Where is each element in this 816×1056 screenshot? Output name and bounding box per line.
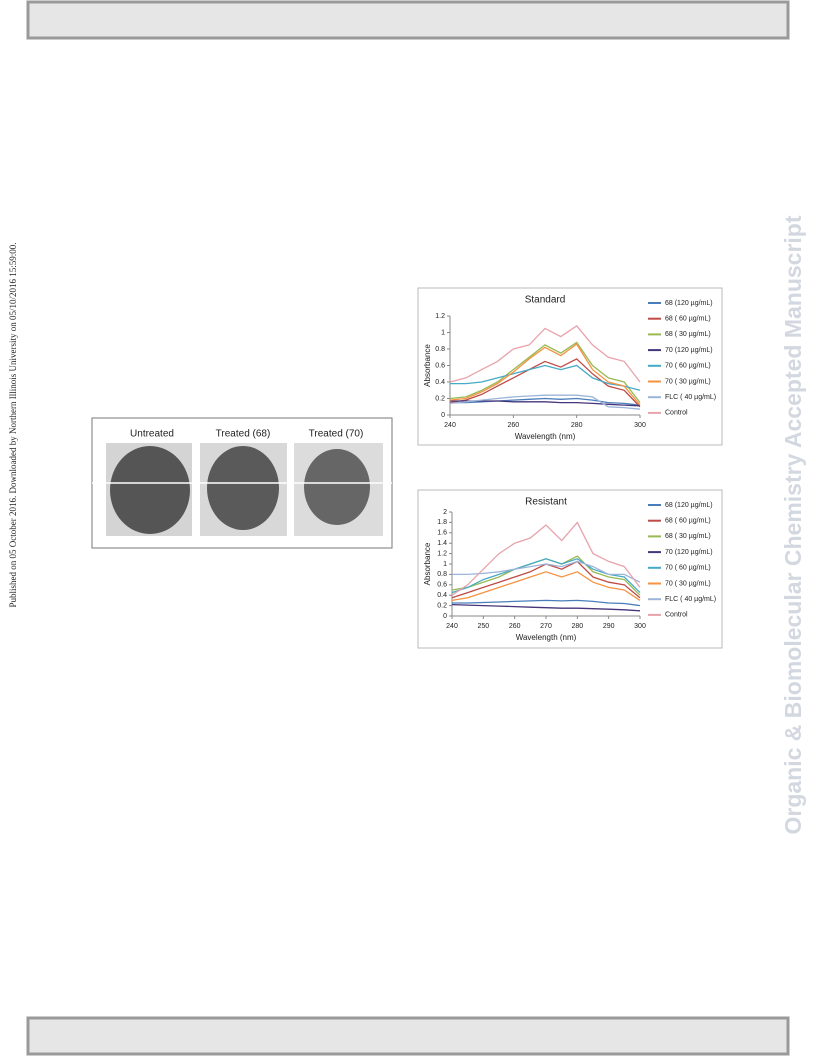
y-axis-label: Absorbance — [423, 542, 432, 585]
legend-label: 68 ( 60 µg/mL) — [665, 518, 711, 525]
data-line — [451, 603, 641, 612]
legend-label: Control — [665, 410, 688, 417]
legend-label: 70 (120 µg/mL) — [665, 549, 713, 556]
data-line — [451, 571, 641, 602]
x-tick-label: 240 — [444, 422, 456, 429]
y-tick-label: 0 — [443, 613, 447, 620]
legend-label: 68 (120 µg/mL) — [665, 300, 713, 307]
y-tick-label: 0.8 — [435, 346, 445, 353]
x-axis-label: Wavelength (nm) — [515, 432, 576, 441]
data-line — [449, 325, 641, 383]
y-tick-label: 1.2 — [437, 550, 447, 557]
watermark: Organic & Biomolecular Chemistry Accepte… — [780, 215, 806, 834]
x-tick-label: 300 — [634, 422, 646, 429]
legend-label: 70 (120 µg/mL) — [665, 347, 713, 354]
data-line — [449, 394, 641, 410]
data-line — [451, 521, 641, 596]
chart-frame — [417, 287, 723, 446]
data-line — [452, 560, 641, 583]
y-tick-label: 0.6 — [437, 582, 447, 589]
y-tick-label: 0.2 — [435, 395, 445, 402]
x-tick-label: 240 — [446, 623, 458, 630]
data-line — [450, 397, 641, 406]
legend-label: Control — [665, 612, 688, 619]
y-tick-label: 0 — [441, 412, 445, 419]
x-tick-label: 260 — [507, 422, 519, 429]
chart-title: Resistant — [525, 497, 567, 508]
y-tick-label: 0.4 — [435, 379, 445, 386]
y-tick-label: 1.4 — [437, 540, 447, 547]
y-tick-label: 1.8 — [437, 519, 447, 526]
y-tick-label: 1 — [441, 329, 445, 336]
micrograph-label: Treated (70) — [309, 429, 364, 440]
footer-bar — [26, 1016, 790, 1056]
x-tick-label: 280 — [571, 623, 583, 630]
legend-label: FLC ( 40 µg/mL) — [665, 394, 716, 401]
y-tick-label: 1.2 — [435, 313, 445, 320]
y-tick-label: 2 — [443, 509, 447, 516]
legend-label: 70 ( 60 µg/mL) — [665, 363, 711, 370]
legend-label: 70 ( 60 µg/mL) — [665, 565, 711, 572]
chart-frame — [417, 489, 723, 649]
y-tick-label: 1.6 — [437, 530, 447, 537]
cell — [110, 446, 190, 534]
data-line — [449, 358, 641, 408]
header-bar — [26, 0, 790, 40]
x-tick-label: 250 — [477, 623, 489, 630]
y-axis-label: Absorbance — [423, 344, 432, 387]
cell — [207, 446, 279, 530]
y-tick-label: 0.2 — [437, 602, 447, 609]
x-axis-label: Wavelength (nm) — [516, 633, 577, 642]
cell — [304, 449, 370, 525]
y-tick-label: 0.6 — [435, 362, 445, 369]
micrograph-label: Untreated — [130, 429, 174, 440]
data-line — [450, 400, 641, 407]
x-tick-label: 290 — [603, 623, 615, 630]
legend-label: 68 ( 30 µg/mL) — [665, 331, 711, 338]
legend-label: 70 ( 30 µg/mL) — [665, 580, 711, 587]
y-tick-label: 0.4 — [437, 592, 447, 599]
legend-label: 68 ( 30 µg/mL) — [665, 533, 711, 540]
x-tick-label: 270 — [540, 623, 552, 630]
data-line — [450, 364, 641, 391]
chart-title: Standard — [525, 295, 566, 306]
legend-label: 70 ( 30 µg/mL) — [665, 378, 711, 385]
x-tick-label: 260 — [509, 623, 521, 630]
legend-label: FLC ( 40 µg/mL) — [665, 596, 716, 603]
data-line — [449, 341, 641, 403]
data-line — [452, 599, 641, 607]
data-line — [449, 343, 641, 406]
legend-label: 68 (120 µg/mL) — [665, 502, 713, 509]
y-tick-label: 0.8 — [437, 571, 447, 578]
legend-label: 68 ( 60 µg/mL) — [665, 316, 711, 323]
micrograph-label: Treated (68) — [216, 429, 271, 440]
micrograph-panel: Untreated Treated (68) Treated (70) — [91, 417, 393, 549]
y-tick-label: 1 — [443, 561, 447, 568]
x-tick-label: 280 — [571, 422, 583, 429]
side-note: Published on 05 October 2016. Downloaded… — [8, 243, 18, 608]
x-tick-label: 300 — [634, 623, 646, 630]
